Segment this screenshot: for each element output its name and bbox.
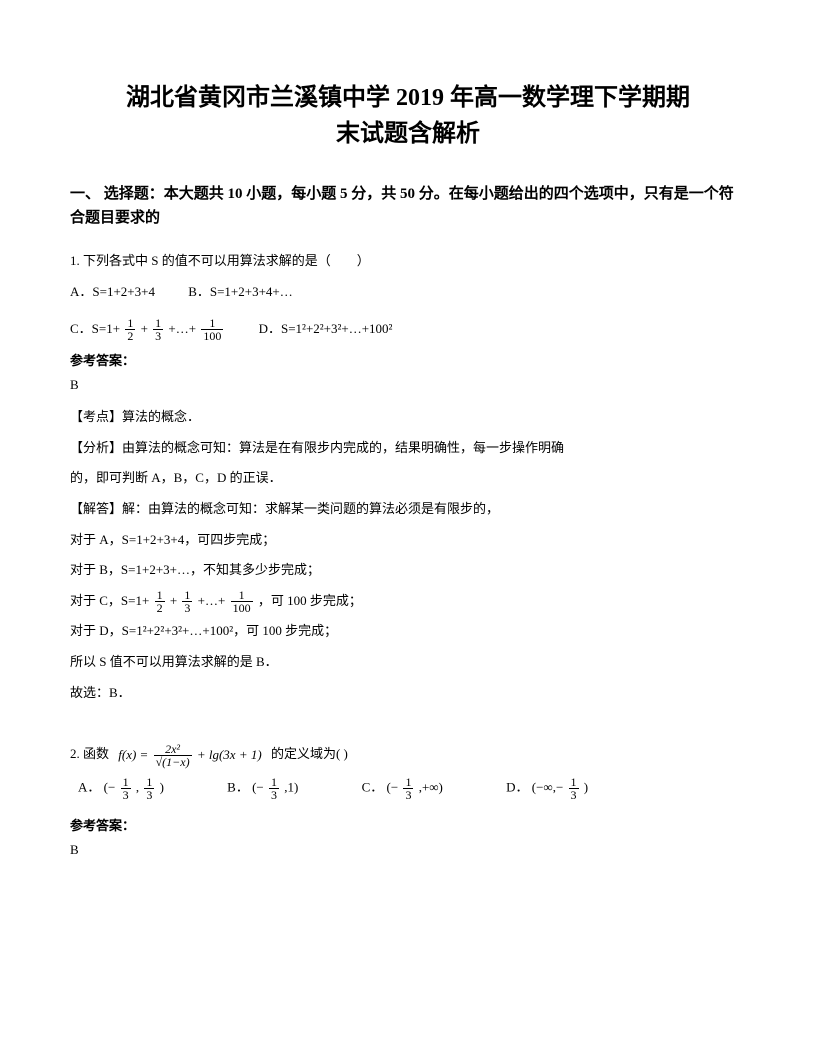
frac-d1: 1 3 [569, 776, 579, 801]
q1-lineD: 对于 D，S=1²+2²+3²+…+100²，可 100 步完成； [70, 617, 746, 646]
q1-fenxi-1: 【分析】由算法的概念可知：算法是在有限步内完成的，结果明确性，每一步操作明确 [70, 434, 746, 463]
q2-optB: B． (− 1 3 ,1) [227, 776, 298, 801]
frac-c1: 1 3 [403, 776, 413, 801]
frac-1-3-c: 1 3 [182, 589, 192, 614]
q2-optD: D． (−∞,− 1 3 ) [506, 776, 588, 801]
q1-stem: 1. 下列各式中 S 的值不可以用算法求解的是（ ） [70, 248, 746, 274]
q1-optA: A．S=1+2+3+4 [70, 279, 155, 305]
q1-guxuan: 故选：B． [70, 679, 746, 708]
title-line-2: 末试题含解析 [336, 121, 480, 147]
q1-answer: B [70, 377, 746, 393]
frac-1-100-c: 1 100 [231, 589, 253, 614]
frac-a2: 1 3 [144, 776, 154, 801]
q2-stem: 2. 函数 f(x) = 2x² √(1−x) + lg(3x + 1) 的定义… [70, 741, 746, 768]
q2-options: A． (− 1 3 , 1 3 ) B． (− 1 3 ,1) C． [78, 776, 746, 801]
q2-optC: C． (− 1 3 ,+∞) [362, 776, 443, 801]
q2-optA: A． (− 1 3 , 1 3 ) [78, 776, 164, 801]
q1-options-row1: A．S=1+2+3+4 B．S=1+2+3+4+… [70, 278, 746, 305]
q1-conclusion: 所以 S 值不可以用算法求解的是 B． [70, 648, 746, 677]
frac-1-100: 1 100 [201, 317, 223, 342]
q1-optC: C．S=1+ 1 2 + 1 3 +…+ 1 100 [70, 316, 225, 343]
page-title: 湖北省黄冈市兰溪镇中学 2019 年高一数学理下学期期 末试题含解析 [70, 80, 746, 152]
q2-answer: B [70, 842, 746, 858]
section-header: 一、 选择题：本大题共 10 小题，每小题 5 分，共 50 分。在每小题给出的… [70, 182, 746, 230]
frac-fx: 2x² √(1−x) [154, 743, 192, 768]
q1-fenxi-2: 的，即可判断 A，B，C，D 的正误． [70, 464, 746, 493]
q1-lineB: 对于 B，S=1+2+3+…，不知其多少步完成； [70, 556, 746, 585]
answer-label-2: 参考答案： [70, 815, 746, 834]
q1-lineA: 对于 A，S=1+2+3+4，可四步完成； [70, 526, 746, 555]
frac-1-3: 1 3 [153, 317, 163, 342]
q1-kaodian: 【考点】算法的概念． [70, 403, 746, 432]
title-line-1: 湖北省黄冈市兰溪镇中学 2019 年高一数学理下学期期 [126, 85, 690, 111]
q1-lineC: 对于 C，S=1+ 1 2 + 1 3 +…+ 1 100 ，可 100 步完成… [70, 587, 746, 616]
frac-b1: 1 3 [269, 776, 279, 801]
q1-optB: B．S=1+2+3+4+… [188, 279, 293, 305]
frac-1-2: 1 2 [125, 317, 135, 342]
frac-1-2-c: 1 2 [155, 589, 165, 614]
q1-jieda: 【解答】解：由算法的概念可知：求解某一类问题的算法必须是有限步的， [70, 495, 746, 524]
q1-options-row2: C．S=1+ 1 2 + 1 3 +…+ 1 100 D．S=1²+2²+3²+… [70, 315, 746, 342]
q1-optD: D．S=1²+2²+3²+…+100² [259, 316, 393, 342]
frac-a1: 1 3 [121, 776, 131, 801]
q2-formula: f(x) = 2x² √(1−x) + lg(3x + 1) [118, 742, 261, 769]
answer-label-1: 参考答案： [70, 350, 746, 369]
